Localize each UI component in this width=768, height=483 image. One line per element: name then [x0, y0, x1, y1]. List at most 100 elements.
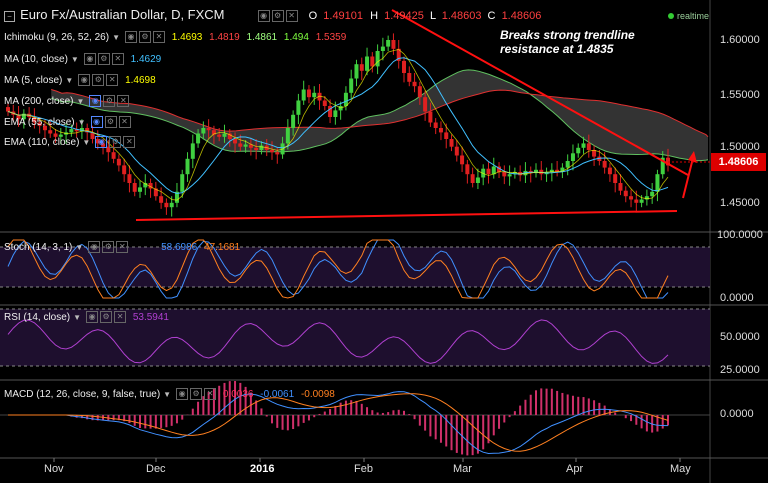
- h-label: H: [370, 10, 379, 22]
- eye-icon[interactable]: ◉: [89, 95, 102, 108]
- close-icon[interactable]: ✕: [152, 31, 165, 44]
- macd-histogram-bar: [429, 415, 432, 437]
- close-icon[interactable]: ✕: [111, 53, 124, 66]
- candle-body: [317, 92, 322, 101]
- indicator-value: 1.4698: [125, 75, 156, 86]
- eye-icon[interactable]: ◉: [176, 388, 189, 401]
- trendline-annotation: Breaks strong trendline resistance at 1.…: [500, 28, 635, 56]
- candle-body: [634, 199, 639, 203]
- macd-histogram-bar: [207, 392, 210, 415]
- rsi-line: [7, 319, 669, 364]
- macd-label: MACD (12, 26, close, 9, false, true): [4, 389, 161, 400]
- dropdown-arrow-icon[interactable]: ▼: [163, 390, 172, 399]
- eye-icon[interactable]: ◉: [90, 116, 103, 129]
- eye-icon[interactable]: ◉: [88, 241, 101, 254]
- settings-icon[interactable]: ⚙: [103, 95, 116, 108]
- settings-icon[interactable]: ⚙: [92, 74, 105, 87]
- close-icon[interactable]: ✕: [116, 241, 129, 254]
- dropdown-arrow-icon[interactable]: ▼: [73, 313, 82, 322]
- indicator-row-ma200[interactable]: MA (200, close) ▼ ◉ ⚙ ✕: [4, 95, 130, 109]
- dropdown-arrow-icon[interactable]: ▼: [77, 118, 86, 127]
- candle-body: [291, 114, 296, 128]
- indicator-row-ema55[interactable]: EMA (55, close) ▼ ◉ ⚙ ✕: [4, 116, 131, 130]
- candle-body: [164, 202, 169, 208]
- annotation-line-2: resistance at 1.4835: [500, 42, 614, 56]
- eye-icon[interactable]: ◉: [78, 74, 91, 87]
- rsi-legend[interactable]: RSI (14, close) ▼ ◉ ⚙ ✕ 53.5941: [4, 311, 169, 325]
- macd-histogram-bar: [276, 415, 279, 428]
- settings-icon[interactable]: ⚙: [100, 311, 113, 324]
- macd-histogram-bar: [403, 410, 405, 415]
- stoch-label: Stoch (14, 3, 1): [4, 242, 73, 253]
- close-icon[interactable]: ✕: [204, 388, 217, 401]
- macd-histogram-bar: [212, 388, 215, 415]
- macd-histogram-bar: [630, 415, 633, 422]
- macd-histogram-bar: [455, 415, 458, 453]
- settings-icon[interactable]: ⚙: [104, 116, 117, 129]
- macd-legend[interactable]: MACD (12, 26, close, 9, false, true) ▼ ◉ ⚙ ✕…: [4, 388, 335, 402]
- macd-histogram-bar: [170, 415, 173, 426]
- rsi-value: 53.5941: [132, 312, 169, 323]
- rsi-label: RSI (14, close): [4, 312, 71, 323]
- candle-body: [592, 150, 597, 157]
- x-axis-label: Dec: [146, 463, 166, 475]
- close-icon[interactable]: ✕: [117, 95, 130, 108]
- candle-body: [650, 191, 655, 197]
- candle-body: [270, 150, 274, 153]
- indicator-row-ma10[interactable]: MA (10, close) ▼ ◉ ⚙ ✕ 1.4629: [4, 53, 161, 67]
- breakout-arrow-line: [682, 157, 694, 199]
- macd-histogram-bar: [91, 415, 94, 421]
- rsi-axis-label: 25.0000: [720, 364, 760, 376]
- eye-icon[interactable]: ◉: [95, 136, 108, 149]
- macd-histogram-bar: [529, 394, 532, 415]
- indicator-label: EMA (110, close): [4, 137, 80, 148]
- realtime-status: realtime: [668, 11, 709, 21]
- candle-body: [534, 169, 538, 174]
- close-icon[interactable]: ✕: [123, 136, 136, 149]
- dropdown-arrow-icon[interactable]: ▼: [75, 243, 84, 252]
- candle-body: [613, 174, 618, 183]
- eye-icon[interactable]: ◉: [257, 10, 270, 23]
- settings-icon[interactable]: ⚙: [271, 10, 284, 23]
- settings-icon[interactable]: ⚙: [97, 53, 110, 66]
- indicator-row-ema110[interactable]: EMA (110, close) ▼ ◉ ⚙ ✕: [4, 136, 136, 150]
- close-icon[interactable]: ✕: [285, 10, 298, 23]
- price-axis-label: 1.55000: [720, 89, 760, 101]
- macd-histogram-bar: [313, 415, 316, 418]
- eye-icon[interactable]: ◉: [124, 31, 137, 44]
- stoch-axis-label: 0.0000: [720, 292, 754, 304]
- settings-icon[interactable]: ⚙: [109, 136, 122, 149]
- stoch-legend[interactable]: Stoch (14, 3, 1) ▼ ◉ ⚙ ✕ 58.6986 47.1681: [4, 241, 240, 255]
- candle-body: [570, 153, 575, 161]
- settings-icon[interactable]: ⚙: [138, 31, 151, 44]
- candle-body: [32, 117, 37, 123]
- macd-histogram-bar: [376, 412, 379, 415]
- x-axis-label: Apr: [566, 463, 584, 475]
- macd-histogram-bar: [86, 415, 89, 420]
- candle-body: [449, 139, 454, 147]
- collapse-icon[interactable]: −: [4, 11, 15, 22]
- macd-histogram-bar: [387, 412, 390, 415]
- settings-icon[interactable]: ⚙: [190, 388, 203, 401]
- x-axis-label: Feb: [354, 463, 373, 475]
- dropdown-arrow-icon[interactable]: ▼: [70, 55, 79, 64]
- indicator-row-ma5[interactable]: MA (5, close) ▼ ◉ ⚙ ✕ 1.4698: [4, 74, 156, 88]
- dropdown-arrow-icon[interactable]: ▼: [82, 138, 91, 147]
- candle-body: [438, 128, 443, 133]
- macd-histogram-bar: [160, 415, 163, 428]
- resistance-trendline: [391, 9, 689, 176]
- close-icon[interactable]: ✕: [106, 74, 119, 87]
- candle-body: [433, 122, 438, 128]
- macd-histogram-bar: [112, 415, 115, 421]
- settings-icon[interactable]: ⚙: [102, 241, 115, 254]
- candle-body: [412, 81, 417, 87]
- candle-body: [639, 199, 644, 203]
- close-icon[interactable]: ✕: [118, 116, 131, 129]
- dropdown-arrow-icon[interactable]: ▼: [112, 33, 120, 42]
- eye-icon[interactable]: ◉: [83, 53, 96, 66]
- close-icon[interactable]: ✕: [114, 311, 127, 324]
- eye-icon[interactable]: ◉: [86, 311, 99, 324]
- dropdown-arrow-icon[interactable]: ▼: [76, 97, 85, 106]
- indicator-row-ichimoku[interactable]: Ichimoku (9, 26, 52, 26) ▼ ◉ ⚙ ✕ 1.4693 1.48…: [4, 31, 346, 45]
- dropdown-arrow-icon[interactable]: ▼: [65, 76, 74, 85]
